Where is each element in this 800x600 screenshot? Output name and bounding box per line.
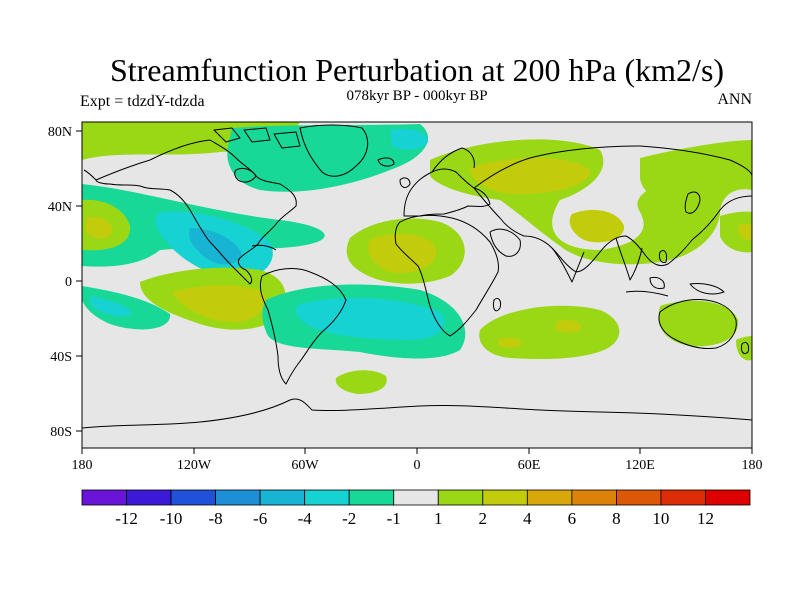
colorbar-swatch bbox=[126, 489, 172, 506]
anomaly-region-dateline-core bbox=[86, 216, 113, 239]
longitude-axis: 180 120W 60W 0 60E 120E 180 bbox=[72, 448, 763, 473]
anomaly-region-southern-ocean-ridge bbox=[335, 370, 387, 394]
anomaly-region-south-pacific-core bbox=[90, 296, 132, 317]
colorbar-swatch bbox=[437, 489, 484, 506]
anomaly-region-greenland-core bbox=[390, 128, 429, 150]
coastlines bbox=[82, 124, 752, 429]
colorbar-label: -10 bbox=[160, 509, 183, 528]
colorbar-swatch bbox=[259, 489, 306, 506]
lat-tick-label: 40N bbox=[48, 200, 72, 215]
colorbar-label: 2 bbox=[479, 509, 488, 528]
anomaly-region-atlantic-core bbox=[368, 233, 437, 273]
lon-tick-label: 120W bbox=[177, 458, 212, 473]
colorbar-label: 10 bbox=[652, 509, 669, 528]
anomaly-region-indian-ocean-core bbox=[556, 320, 582, 333]
colorbar-label: -8 bbox=[209, 509, 223, 528]
lon-tick-label: 180 bbox=[72, 458, 93, 473]
colorbar-swatch bbox=[660, 489, 706, 506]
anomaly-region-east-asia-ridge bbox=[640, 140, 752, 199]
colorbar-label: 12 bbox=[697, 509, 714, 528]
plot-title: Streamfunction Perturbation at 200 hPa (… bbox=[109, 52, 725, 88]
colorbar-swatch bbox=[705, 489, 751, 506]
colorbar-swatch bbox=[571, 489, 617, 506]
experiment-label: Expt = tdzdY-tdzda bbox=[80, 93, 205, 110]
anomaly-region-west-pacific-core bbox=[738, 223, 752, 241]
colorbar: -12 -10 -8 -6 -4 -2 -1 1 2 4 6 8 10 12 bbox=[81, 489, 751, 528]
colorbar-swatch bbox=[616, 489, 662, 506]
anomaly-region-tibet-core bbox=[569, 210, 625, 243]
lat-tick-label: 80N bbox=[48, 125, 72, 140]
anomaly-region-central-america-core bbox=[189, 228, 242, 265]
colorbar-label: 8 bbox=[612, 509, 621, 528]
colorbar-label: -1 bbox=[387, 509, 401, 528]
lon-tick-label: 60W bbox=[291, 458, 319, 473]
lon-tick-label: 60E bbox=[518, 458, 541, 473]
colorbar-swatch bbox=[170, 489, 217, 506]
colorbar-swatch bbox=[348, 489, 395, 506]
anomaly-region-tasman-ridge bbox=[736, 336, 752, 361]
lon-tick-label: 0 bbox=[414, 458, 421, 473]
colorbar-swatch bbox=[526, 489, 573, 506]
colorbar-label: -2 bbox=[342, 509, 356, 528]
anomaly-region-indian-ocean-core-west bbox=[498, 337, 522, 348]
season-label: ANN bbox=[717, 91, 752, 108]
lat-tick-label: 0 bbox=[65, 275, 72, 290]
colorbar-label: 1 bbox=[434, 509, 443, 528]
colorbar-label: -6 bbox=[253, 509, 267, 528]
anomaly-region-southeast-pacific-core bbox=[172, 285, 266, 322]
colorbar-label: 6 bbox=[568, 509, 577, 528]
plot-subtitle: 078kyr BP - 000kyr BP bbox=[346, 88, 488, 104]
colorbar-swatch bbox=[81, 489, 127, 506]
anomaly-region-west-pacific-ridge bbox=[720, 211, 752, 253]
anomaly-region-australia-ridge bbox=[658, 300, 739, 347]
latitude-axis: 80N 40N 0 40S 80S bbox=[48, 125, 82, 440]
lon-tick-label: 120E bbox=[625, 458, 655, 473]
colorbar-label: -4 bbox=[298, 509, 313, 528]
lon-tick-label: 180 bbox=[742, 458, 763, 473]
map-panel bbox=[82, 122, 752, 448]
colorbar-swatch bbox=[215, 489, 261, 506]
colorbar-swatch bbox=[482, 489, 528, 506]
anomaly-region-eurasian-core bbox=[470, 157, 591, 195]
lat-tick-label: 80S bbox=[50, 425, 72, 440]
colorbar-swatch bbox=[304, 489, 350, 506]
colorbar-label: -12 bbox=[115, 509, 138, 528]
anomaly-region-south-atlantic-core bbox=[295, 297, 445, 340]
colorbar-swatch bbox=[393, 489, 439, 506]
lat-tick-label: 40S bbox=[50, 350, 72, 365]
colorbar-label: 4 bbox=[523, 509, 532, 528]
